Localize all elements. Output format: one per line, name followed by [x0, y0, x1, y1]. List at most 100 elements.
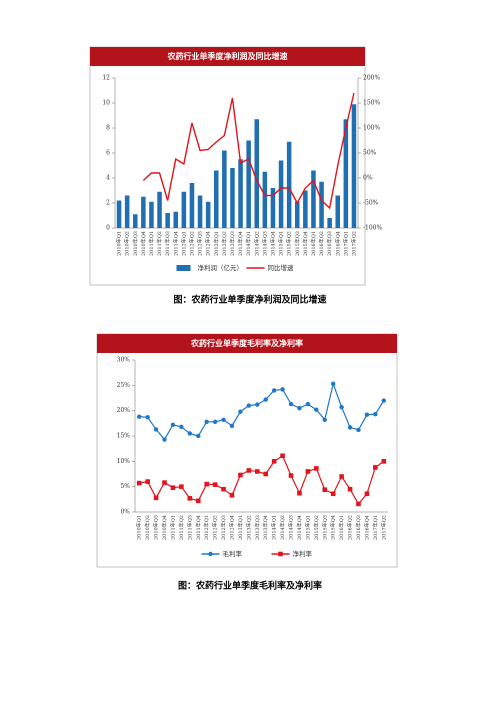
- bar: [173, 211, 179, 228]
- y-tick-label: 0%: [120, 509, 130, 516]
- x-tick-label: 2016年Q3: [326, 231, 333, 256]
- point: [179, 484, 184, 489]
- point: [221, 417, 226, 422]
- point: [347, 486, 353, 492]
- bar: [132, 214, 138, 228]
- point: [373, 465, 378, 470]
- bar: [141, 196, 146, 228]
- point: [263, 397, 268, 402]
- legend-marker: [278, 551, 283, 557]
- point: [314, 407, 319, 412]
- point: [381, 459, 387, 464]
- x-tick-label: 2014年Q3: [288, 515, 295, 540]
- x-tick-label: 2015年Q2: [313, 515, 320, 540]
- point: [305, 401, 311, 407]
- title-bar: [97, 334, 397, 353]
- point: [314, 466, 319, 471]
- x-tick-label: 2012年Q2: [212, 515, 219, 540]
- x-tick-label: 2011年Q2: [156, 231, 163, 256]
- x-tick-label: 2015年Q2: [286, 231, 293, 256]
- point: [263, 471, 269, 477]
- bar: [246, 140, 251, 228]
- y-tick-label: 2: [106, 200, 110, 207]
- x-tick-label: 2014年Q2: [253, 231, 260, 256]
- y-tick-label: 4: [106, 175, 110, 182]
- point: [356, 427, 361, 433]
- point: [280, 453, 285, 459]
- x-tick-label: 2015年Q1: [304, 515, 311, 540]
- bar: [294, 201, 300, 228]
- point: [288, 473, 294, 478]
- bar: [149, 201, 154, 228]
- point: [137, 414, 142, 419]
- x-tick-label: 2010年Q1: [116, 231, 123, 256]
- point: [356, 501, 361, 507]
- x-tick-label: 2012年Q2: [188, 231, 195, 256]
- x-tick-label: 2012年Q3: [197, 231, 204, 256]
- bar: [222, 150, 227, 228]
- x-tick-label: 2015年Q4: [330, 515, 337, 540]
- bar: [213, 170, 219, 228]
- x-tick-label: 2014年Q4: [296, 515, 303, 540]
- y2-tick-label: -100%: [363, 225, 382, 232]
- x-tick-label: 2014年Q1: [245, 231, 252, 256]
- point: [221, 486, 226, 492]
- point: [364, 491, 370, 497]
- point: [288, 401, 294, 407]
- bar: [278, 160, 284, 228]
- y-tick-label: 15%: [117, 433, 131, 440]
- point: [145, 479, 150, 484]
- x-tick-label: 2015年Q3: [294, 231, 301, 256]
- bar: [197, 195, 203, 228]
- x-tick-label: 2012年Q3: [220, 515, 227, 540]
- bar: [319, 181, 324, 228]
- x-tick-label: 2010年Q2: [124, 231, 131, 256]
- point: [170, 485, 176, 490]
- x-tick-label: 2012年Q1: [203, 515, 210, 540]
- x-tick-label: 2010年Q1: [136, 515, 143, 540]
- bar: [343, 119, 349, 228]
- x-tick-label: 2017年Q1: [342, 231, 349, 256]
- x-tick-label: 2017年Q1: [372, 515, 379, 540]
- legend-label: 净利润（亿元）: [198, 263, 244, 272]
- x-tick-label: 2016年Q4: [363, 515, 370, 540]
- x-tick-label: 2016年Q3: [355, 515, 362, 540]
- y2-tick-label: 50%: [363, 150, 377, 157]
- x-tick-label: 2011年Q2: [178, 515, 185, 540]
- x-tick-label: 2016年Q2: [318, 231, 325, 256]
- point: [238, 409, 243, 414]
- x-tick-label: 2013年Q2: [245, 515, 252, 540]
- y-tick-label: 25%: [117, 382, 131, 389]
- x-tick-label: 2015年Q4: [302, 231, 309, 256]
- bar: [157, 191, 162, 228]
- chart-frame: [89, 46, 366, 286]
- x-tick-label: 2010年Q2: [144, 515, 151, 540]
- x-tick-label: 2011年Q1: [148, 231, 155, 256]
- x-tick-label: 2015年Q3: [321, 515, 328, 540]
- x-tick-label: 2014年Q3: [261, 231, 268, 256]
- point: [153, 427, 159, 432]
- x-tick-label: 2010年Q3: [132, 231, 139, 256]
- x-tick-label: 2014年Q4: [269, 231, 276, 256]
- y2-tick-label: 150%: [363, 100, 380, 107]
- y-tick-label: 10%: [117, 458, 131, 465]
- point: [280, 387, 285, 392]
- point: [381, 398, 386, 403]
- bar: [124, 195, 130, 228]
- y2-tick-label: 0%: [363, 175, 373, 182]
- y-tick-label: 8: [106, 125, 110, 132]
- x-tick-label: 2013年Q2: [221, 231, 228, 256]
- point: [170, 422, 176, 428]
- chart-title: 农药行业单季度毛利率及净利率: [190, 338, 303, 348]
- y-tick-label: 6: [106, 150, 110, 157]
- legend-marker: [208, 551, 213, 557]
- point: [297, 405, 302, 411]
- x-tick-label: 2016年Q1: [338, 515, 345, 540]
- bar: [262, 171, 268, 228]
- point: [204, 481, 209, 487]
- point: [271, 459, 277, 464]
- point: [305, 469, 311, 474]
- point: [322, 417, 327, 422]
